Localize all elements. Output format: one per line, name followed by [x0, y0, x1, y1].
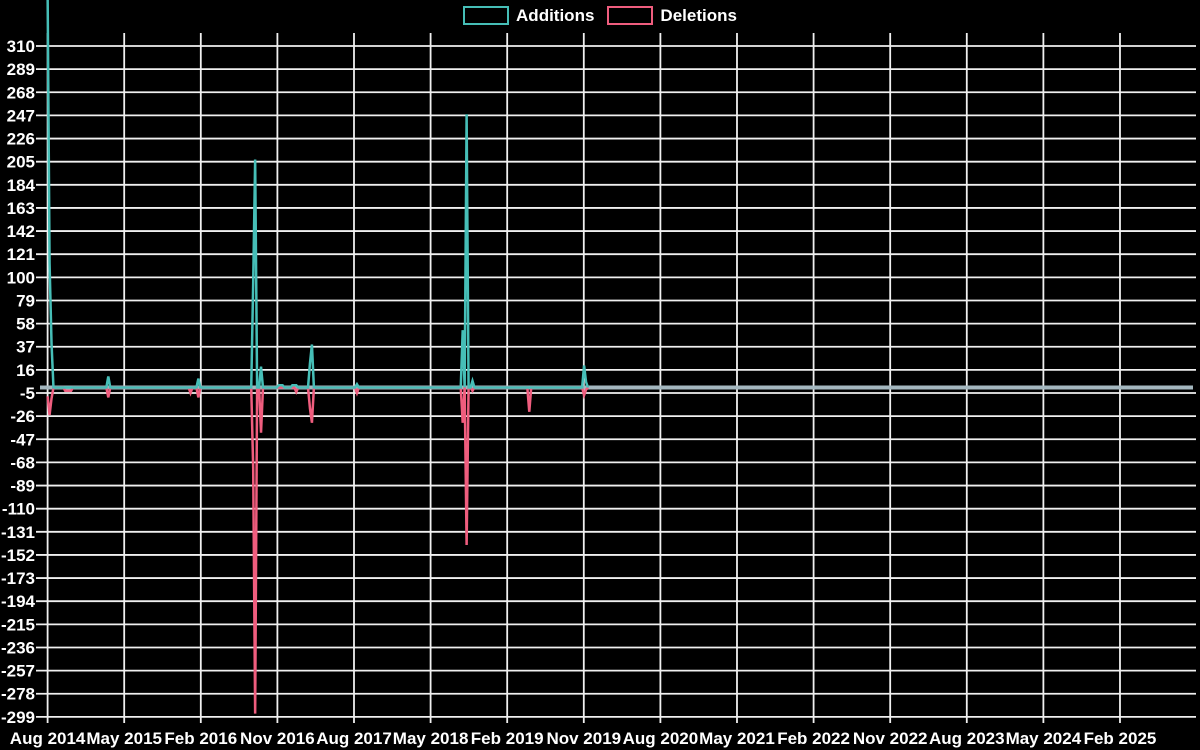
- x-tick-label: Nov 2022: [853, 729, 928, 748]
- y-tick-label: 184: [7, 176, 36, 195]
- y-tick-label: 247: [7, 106, 35, 125]
- chart-legend: Additions Deletions: [0, 6, 1200, 25]
- y-tick-label: -236: [1, 638, 35, 657]
- x-tick-label: Feb 2019: [471, 729, 544, 748]
- y-tick-label: -299: [1, 708, 35, 727]
- x-tick-label: Nov 2019: [546, 729, 621, 748]
- x-tick-label: Feb 2022: [777, 729, 850, 748]
- x-tick-label: May 2021: [699, 729, 775, 748]
- y-tick-label: 226: [7, 130, 35, 149]
- y-tick-label: -131: [1, 523, 35, 542]
- x-tick-label: Feb 2016: [164, 729, 237, 748]
- x-tick-label: Feb 2025: [1084, 729, 1157, 748]
- y-tick-label: -89: [10, 477, 35, 496]
- y-tick-label: -5: [20, 384, 35, 403]
- y-tick-label: -110: [2, 500, 35, 519]
- y-tick-label: 142: [7, 222, 35, 241]
- x-tick-label: May 2018: [393, 729, 469, 748]
- y-tick-label: -215: [1, 615, 35, 634]
- y-tick-label: 268: [7, 83, 35, 102]
- legend-item-additions[interactable]: Additions: [463, 6, 594, 25]
- y-tick-label: 289: [7, 60, 35, 79]
- y-tick-label: -152: [1, 546, 35, 565]
- x-tick-label: Aug 2023: [929, 729, 1005, 748]
- legend-label-additions: Additions: [516, 6, 595, 25]
- additions-swatch-icon: [463, 6, 510, 25]
- y-tick-label: 79: [16, 291, 35, 310]
- y-tick-label: -47: [10, 430, 35, 449]
- y-tick-label: 205: [7, 153, 35, 172]
- y-tick-label: -257: [1, 662, 35, 681]
- x-tick-label: Aug 2014: [10, 729, 86, 748]
- y-tick-label: 16: [16, 361, 35, 380]
- deletions-swatch-icon: [607, 6, 654, 25]
- x-tick-label: Aug 2020: [623, 729, 699, 748]
- y-tick-label: 37: [16, 338, 35, 357]
- x-tick-label: May 2024: [1006, 729, 1082, 748]
- legend-item-deletions[interactable]: Deletions: [607, 6, 737, 25]
- y-tick-label: -68: [10, 453, 35, 472]
- y-tick-label: 100: [7, 268, 35, 287]
- y-tick-label: -173: [1, 569, 35, 588]
- y-tick-label: 310: [7, 37, 35, 56]
- y-tick-label: 163: [7, 199, 35, 218]
- x-tick-label: Nov 2016: [240, 729, 315, 748]
- y-tick-label: -194: [1, 592, 36, 611]
- x-tick-label: May 2015: [86, 729, 162, 748]
- x-tick-label: Aug 2017: [316, 729, 392, 748]
- legend-label-deletions: Deletions: [660, 6, 737, 25]
- additions-line: [46, 0, 590, 389]
- y-tick-label: -278: [1, 685, 35, 704]
- y-tick-label: -26: [10, 407, 35, 426]
- y-tick-label: 58: [16, 315, 35, 334]
- y-tick-label: 121: [7, 245, 35, 264]
